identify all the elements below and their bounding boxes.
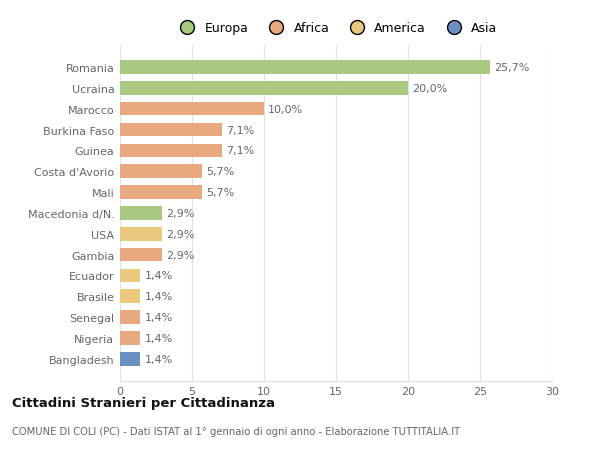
Bar	[120, 269, 140, 283]
Text: 1,4%: 1,4%	[145, 313, 173, 322]
Text: 1,4%: 1,4%	[145, 291, 173, 302]
Text: 1,4%: 1,4%	[145, 333, 173, 343]
Bar	[120, 144, 222, 158]
Text: 5,7%: 5,7%	[206, 167, 235, 177]
Bar	[120, 165, 202, 179]
Bar	[120, 123, 222, 137]
Text: 7,1%: 7,1%	[227, 125, 255, 135]
Legend: Europa, Africa, America, Asia: Europa, Africa, America, Asia	[171, 19, 501, 39]
Bar	[120, 61, 490, 75]
Bar	[120, 207, 162, 220]
Bar	[120, 248, 162, 262]
Text: COMUNE DI COLI (PC) - Dati ISTAT al 1° gennaio di ogni anno - Elaborazione TUTTI: COMUNE DI COLI (PC) - Dati ISTAT al 1° g…	[12, 426, 460, 436]
Bar	[120, 331, 140, 345]
Text: 2,9%: 2,9%	[166, 229, 194, 239]
Text: 25,7%: 25,7%	[494, 63, 530, 73]
Text: 10,0%: 10,0%	[268, 105, 304, 114]
Text: 2,9%: 2,9%	[166, 250, 194, 260]
Text: 5,7%: 5,7%	[206, 188, 235, 198]
Text: 7,1%: 7,1%	[227, 146, 255, 156]
Text: 1,4%: 1,4%	[145, 271, 173, 281]
Text: 20,0%: 20,0%	[412, 84, 448, 94]
Bar	[120, 186, 202, 199]
Bar	[120, 228, 162, 241]
Bar	[120, 352, 140, 366]
Bar	[120, 82, 408, 95]
Bar	[120, 311, 140, 324]
Text: 1,4%: 1,4%	[145, 354, 173, 364]
Text: 2,9%: 2,9%	[166, 208, 194, 218]
Text: Cittadini Stranieri per Cittadinanza: Cittadini Stranieri per Cittadinanza	[12, 396, 275, 409]
Bar	[120, 290, 140, 303]
Bar	[120, 103, 264, 116]
